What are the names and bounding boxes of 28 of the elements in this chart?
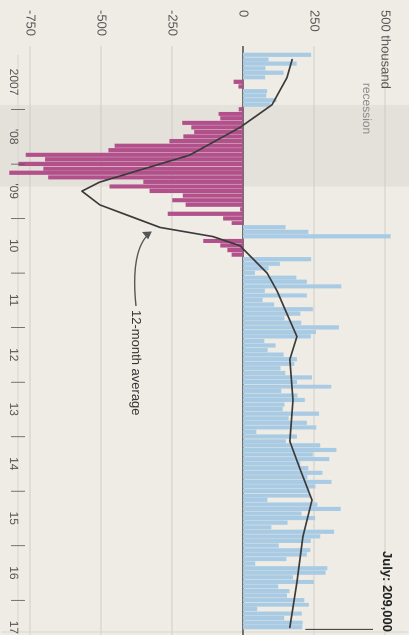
bar [242,234,391,238]
bar [242,506,341,512]
y-tick-label: 11 [6,294,21,307]
y-tick-label: 10 [6,238,21,253]
y-tick-label: 16 [6,566,21,580]
y-tick-label: '09 [6,183,21,200]
bar [242,398,305,402]
x-tick-label: -500 [94,10,110,36]
y-tick-label: 17 [6,620,21,634]
y-tick-label: 2007 [6,68,21,96]
y-tick-label: 15 [6,512,21,526]
annotation: July: 209,000 [380,551,395,632]
bar [242,434,297,439]
x-tick-label: -750 [24,10,39,36]
band-label: recession [360,82,374,134]
x-tick-label: 0 [236,10,252,18]
annotation: 12-month average [129,310,144,416]
bar [242,343,276,348]
bar [242,89,268,94]
y-tick-label: 12 [6,348,21,362]
y-tick-label: 13 [6,402,21,416]
bar [242,375,312,380]
y-tick-label: 14 [6,457,21,471]
x-tick-label: -250 [166,10,181,36]
bar [242,552,307,557]
y-tick-label: '08 [6,128,21,145]
x-tick-label: 250 [308,10,323,32]
x-tick-label: 500 thousand [378,10,394,89]
